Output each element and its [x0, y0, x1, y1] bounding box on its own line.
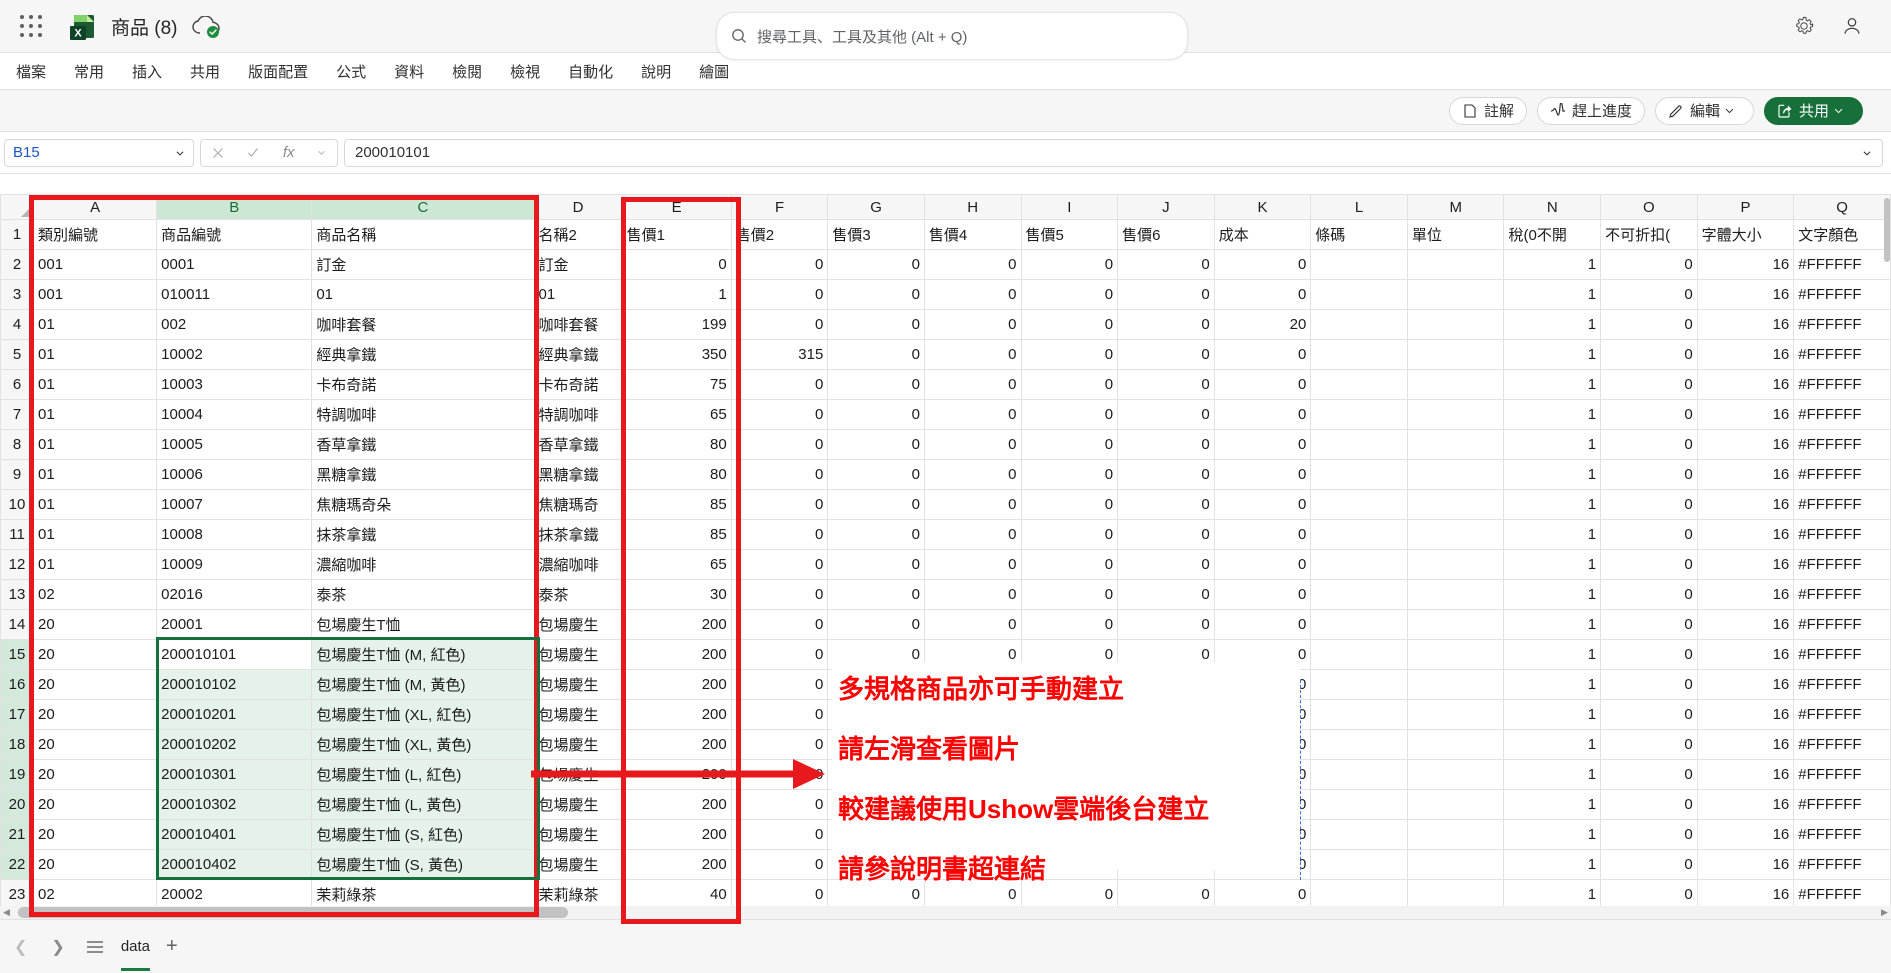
svg-text:X: X [74, 28, 82, 40]
